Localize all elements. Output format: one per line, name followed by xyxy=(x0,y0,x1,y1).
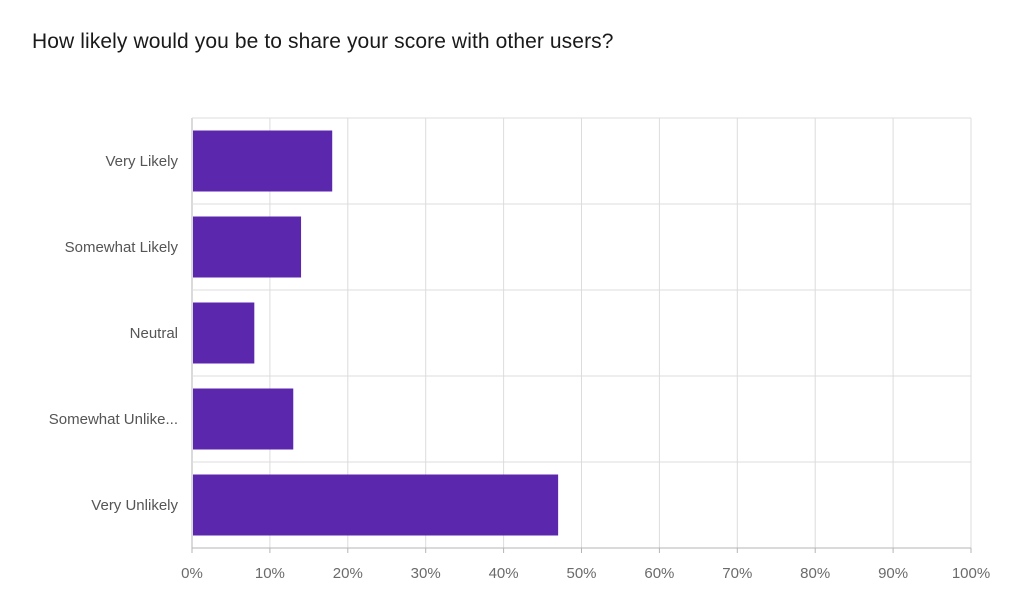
x-tick-label: 70% xyxy=(722,565,752,582)
category-label: Neutral xyxy=(130,325,178,342)
x-tick-label: 50% xyxy=(566,565,596,582)
category-label: Somewhat Likely xyxy=(65,239,179,256)
category-label: Somewhat Unlike... xyxy=(49,411,178,428)
category-labels: Very Likely Somewhat Likely Neutral Somewha… xyxy=(49,153,179,514)
x-tick-labels: 0% 10% 20% 30% 40% 50% 60% 70% 80% 90% 100% xyxy=(181,565,990,582)
bars xyxy=(193,130,559,536)
x-tick-label: 100% xyxy=(952,565,990,582)
x-tick-label: 60% xyxy=(644,565,674,582)
x-tick-label: 90% xyxy=(878,565,908,582)
category-label: Very Likely xyxy=(105,153,178,170)
x-tick-label: 30% xyxy=(411,565,441,582)
x-tick-label: 20% xyxy=(333,565,363,582)
bar xyxy=(193,130,333,192)
grid-lines xyxy=(191,117,972,553)
bar xyxy=(193,216,302,278)
x-tick-label: 80% xyxy=(800,565,830,582)
x-tick-label: 40% xyxy=(489,565,519,582)
bar xyxy=(193,302,255,364)
x-tick-label: 10% xyxy=(255,565,285,582)
bar xyxy=(193,474,559,536)
category-label: Very Unlikely xyxy=(91,497,178,514)
bar xyxy=(193,388,294,450)
question-title: How likely would you be to share your sc… xyxy=(32,30,614,53)
x-tick-label: 0% xyxy=(181,565,203,582)
